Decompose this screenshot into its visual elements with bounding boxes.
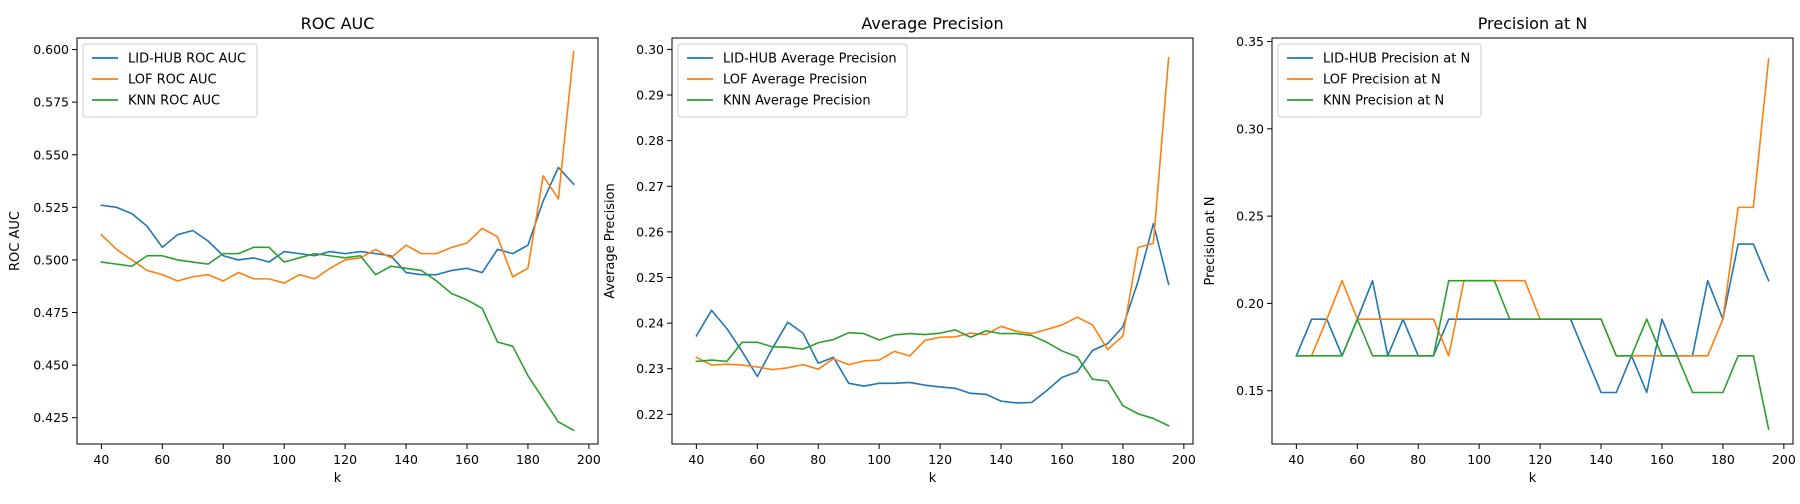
x-tick-label: 40 bbox=[93, 452, 109, 467]
x-tick-label: 200 bbox=[1172, 452, 1196, 467]
chart-title: Precision at N bbox=[1478, 14, 1588, 33]
x-tick-label: 200 bbox=[577, 452, 601, 467]
x-tick-label: 100 bbox=[867, 452, 891, 467]
legend-entry: KNN Precision at N bbox=[1323, 94, 1444, 109]
x-tick-label: 180 bbox=[516, 452, 540, 467]
y-tick-label: 0.15 bbox=[1236, 383, 1264, 398]
legend-entry: LOF Average Precision bbox=[723, 73, 867, 88]
x-tick-label: 180 bbox=[1711, 452, 1735, 467]
y-axis-label: ROC AUC bbox=[8, 211, 23, 271]
y-tick-label: 0.29 bbox=[636, 88, 664, 103]
y-tick-label: 0.30 bbox=[636, 42, 664, 57]
legend-entry: KNN ROC AUC bbox=[128, 94, 220, 109]
legend-entry: LOF Precision at N bbox=[1323, 73, 1441, 88]
legend: LID-HUB Average Precision LOF Average Pre… bbox=[677, 43, 908, 118]
y-tick-label: 0.24 bbox=[636, 316, 664, 331]
legend-box bbox=[1277, 43, 1482, 118]
x-tick-label: 120 bbox=[333, 452, 357, 467]
series-line-3 bbox=[695, 329, 1170, 427]
legend: LID-HUB ROC AUC LOF ROC AUC KNN ROC AUC bbox=[82, 43, 258, 118]
x-tick-label: 120 bbox=[928, 452, 952, 467]
x-axis-label: k bbox=[334, 471, 342, 486]
chart-panel-1: ROC AUC 40 60 80 100 120 140 160 180 200 0.425 0.45… bbox=[8, 14, 601, 486]
y-tick-label: 0.450 bbox=[33, 358, 69, 373]
y-tick-label: 0.600 bbox=[33, 42, 69, 57]
series-line-2 bbox=[1295, 58, 1770, 357]
x-tick-label: 140 bbox=[394, 452, 418, 467]
series-lines bbox=[695, 56, 1170, 427]
x-tick-label: 160 bbox=[455, 452, 479, 467]
y-tick-label: 0.30 bbox=[1236, 121, 1264, 136]
y-tick-label: 0.25 bbox=[636, 270, 664, 285]
legend: LID-HUB Precision at N LOF Precision at N… bbox=[1277, 43, 1482, 118]
y-tick-label: 0.28 bbox=[636, 133, 664, 148]
chart-title: ROC AUC bbox=[301, 14, 375, 33]
y-tick-label: 0.23 bbox=[636, 361, 664, 376]
x-tick-label: 60 bbox=[1349, 452, 1365, 467]
y-tick-label: 0.26 bbox=[636, 224, 664, 239]
legend-entry: LOF ROC AUC bbox=[128, 73, 217, 88]
series-line-3 bbox=[100, 246, 575, 432]
y-tick-label: 0.22 bbox=[636, 407, 664, 422]
series-lines bbox=[100, 50, 575, 432]
legend-entry: KNN Average Precision bbox=[723, 94, 871, 109]
y-tick-label: 0.475 bbox=[33, 305, 69, 320]
y-tick-label: 0.550 bbox=[33, 147, 69, 162]
series-line-2 bbox=[100, 50, 575, 284]
series-line-1 bbox=[1295, 243, 1770, 394]
x-tick-label: 180 bbox=[1111, 452, 1135, 467]
y-tick-label: 0.575 bbox=[33, 95, 69, 110]
x-tick-label: 120 bbox=[1528, 452, 1552, 467]
chart-title: Average Precision bbox=[861, 14, 1003, 33]
x-tick-label: 100 bbox=[1467, 452, 1491, 467]
series-line-1 bbox=[100, 166, 575, 276]
y-tick-label: 0.35 bbox=[1236, 34, 1264, 49]
x-tick-label: 40 bbox=[1288, 452, 1304, 467]
x-tick-label: 200 bbox=[1772, 452, 1796, 467]
x-axis-label: k bbox=[929, 471, 937, 486]
y-tick-label: 0.27 bbox=[636, 179, 664, 194]
y-tick-label: 0.525 bbox=[33, 200, 69, 215]
plot-frame bbox=[1271, 37, 1794, 445]
series-line-3 bbox=[1295, 279, 1770, 431]
x-tick-label: 40 bbox=[688, 452, 704, 467]
legend-box bbox=[82, 43, 258, 118]
x-tick-label: 60 bbox=[154, 452, 170, 467]
legend-box bbox=[677, 43, 908, 118]
x-tick-label: 140 bbox=[1589, 452, 1613, 467]
x-tick-label: 80 bbox=[1410, 452, 1426, 467]
y-tick-label: 0.425 bbox=[33, 410, 69, 425]
series-line-1 bbox=[695, 222, 1170, 404]
x-tick-label: 100 bbox=[272, 452, 296, 467]
x-tick-label: 160 bbox=[1650, 452, 1674, 467]
y-axis-label: Average Precision bbox=[603, 183, 618, 299]
x-tick-label: 140 bbox=[989, 452, 1013, 467]
x-tick-label: 160 bbox=[1050, 452, 1074, 467]
y-tick-label: 0.20 bbox=[1236, 296, 1264, 311]
x-axis-label: k bbox=[1529, 471, 1537, 486]
legend-entry: LID-HUB Precision at N bbox=[1323, 52, 1470, 67]
legend-entry: LID-HUB Average Precision bbox=[723, 52, 897, 67]
chart-panel-3: Precision at N 40 60 80 100 120 140 160 180 200 0.… bbox=[1203, 14, 1796, 486]
series-lines bbox=[1295, 58, 1770, 431]
plot-frame bbox=[76, 37, 599, 445]
y-axis-label: Precision at N bbox=[1203, 196, 1218, 285]
chart-panel-2: Average Precision 40 60 80 100 120 140 160 180 20… bbox=[603, 14, 1196, 486]
legend-entry: LID-HUB ROC AUC bbox=[128, 52, 246, 67]
x-tick-label: 80 bbox=[810, 452, 826, 467]
x-tick-label: 80 bbox=[215, 452, 231, 467]
y-tick-label: 0.25 bbox=[1236, 209, 1264, 224]
series-line-2 bbox=[695, 56, 1170, 371]
y-tick-label: 0.500 bbox=[33, 252, 69, 267]
x-tick-label: 60 bbox=[749, 452, 765, 467]
plot-frame bbox=[671, 37, 1194, 445]
